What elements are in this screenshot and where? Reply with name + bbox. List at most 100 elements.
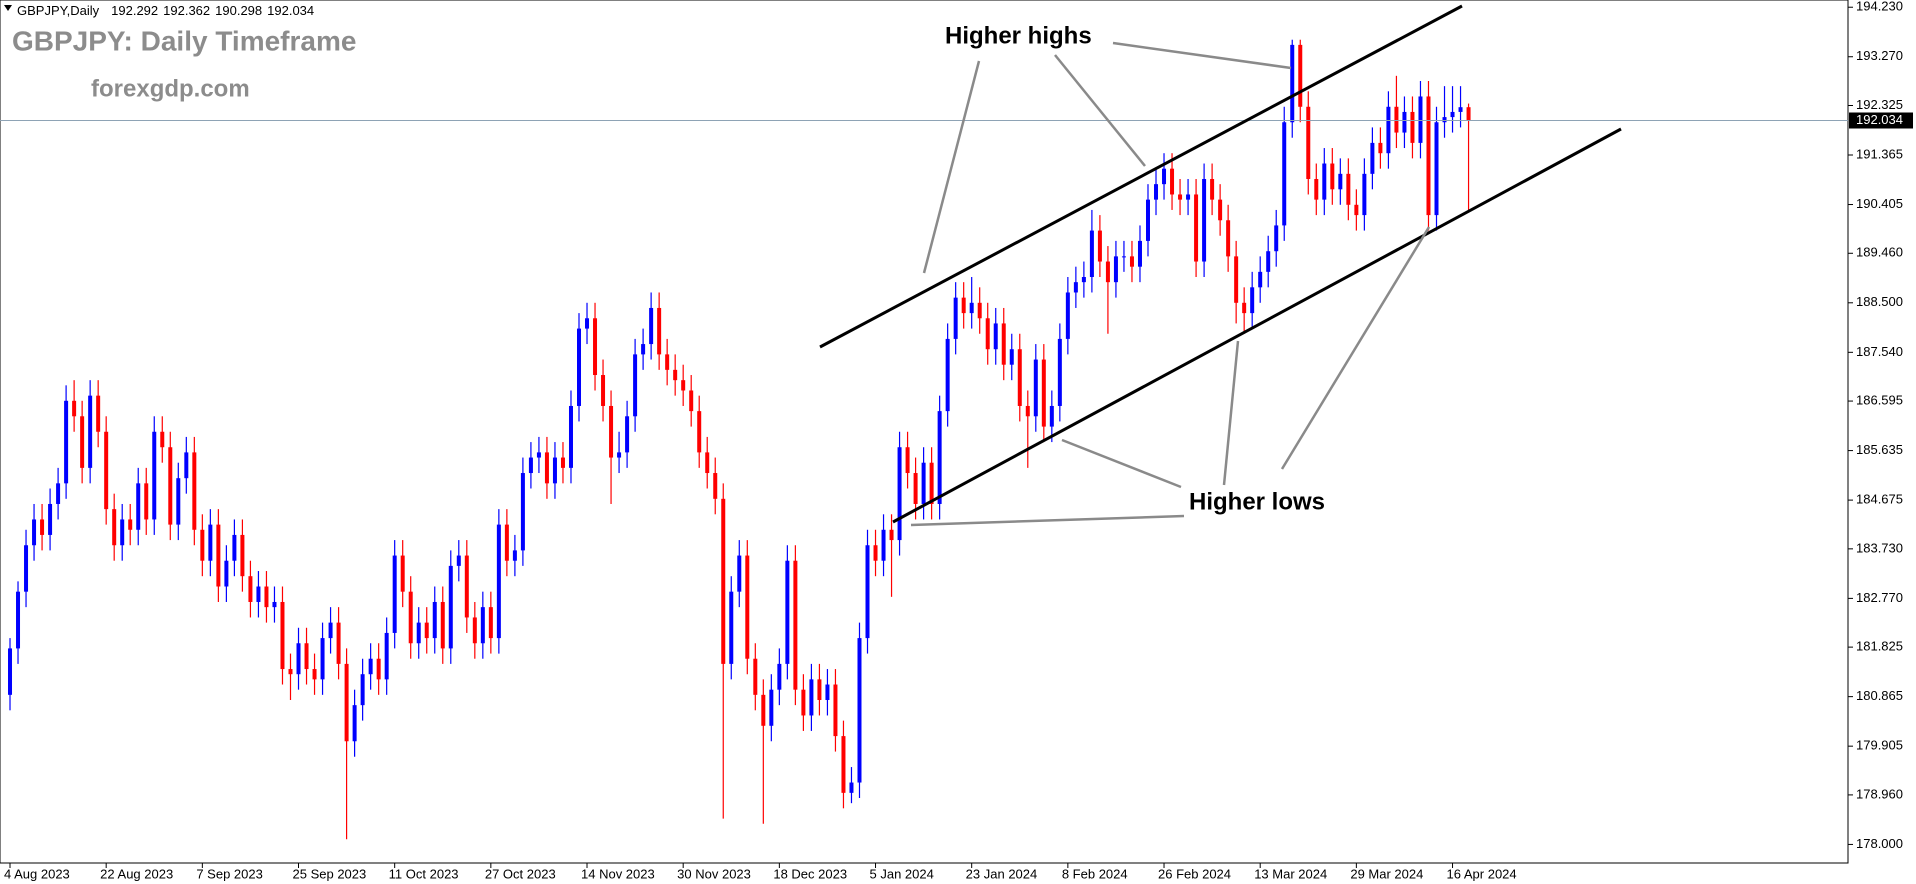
candle-body [1226, 220, 1231, 257]
candle-body [1410, 111, 1415, 143]
candle-body [961, 297, 966, 314]
y-tick-label: 191.365 [1856, 146, 1903, 161]
candle-body [80, 416, 85, 468]
candle-body [1354, 204, 1359, 216]
candle-body [585, 318, 590, 329]
candle-body [1033, 359, 1038, 417]
y-tick-label: 180.865 [1856, 688, 1903, 703]
annotation: Higher lows [1189, 488, 1325, 515]
candle-body [1194, 194, 1199, 262]
candle-body [593, 318, 598, 376]
candle-body [705, 452, 710, 474]
pointer [922, 60, 981, 274]
candle-body [1162, 168, 1167, 185]
candle-body [136, 483, 141, 530]
candle-body [1338, 173, 1343, 190]
candle-body [240, 534, 245, 577]
candle-body [1210, 178, 1215, 200]
x-tick-label: 25 Sep 2023 [293, 866, 367, 881]
candle-body [1057, 338, 1062, 406]
candle-body [777, 663, 782, 690]
candle-body [312, 669, 317, 680]
candle-body [448, 565, 453, 649]
candle-body [1121, 256, 1126, 258]
candle-body [112, 509, 117, 546]
candle-body [609, 405, 614, 458]
candle-body [785, 560, 790, 664]
candle-body [184, 452, 189, 479]
candle-body [320, 638, 325, 680]
candle-body [1322, 163, 1327, 200]
candle-body [1113, 256, 1118, 283]
candle-body [1242, 302, 1247, 314]
x-tick-label: 14 Nov 2023 [581, 866, 655, 881]
y-tick-label: 185.635 [1856, 442, 1903, 457]
candle-body [1049, 405, 1054, 427]
candle-body [288, 669, 293, 675]
candle-body [1250, 287, 1255, 314]
candle-body [424, 622, 429, 639]
candle-body [352, 705, 357, 742]
candle-body [713, 473, 718, 499]
candle-body [897, 447, 902, 541]
candle-body [24, 545, 29, 592]
x-tick-label: 22 Aug 2023 [100, 866, 173, 881]
candle-body [1378, 142, 1383, 154]
candle-body [1402, 111, 1407, 133]
x-tick-label: 7 Sep 2023 [196, 866, 263, 881]
y-tick-label: 178.960 [1856, 786, 1903, 801]
candle-body [801, 689, 806, 716]
candle-body [520, 473, 525, 551]
y-tick-label: 182.770 [1856, 590, 1903, 605]
candle-body [1001, 323, 1006, 365]
x-tick-label: 13 Mar 2024 [1254, 866, 1327, 881]
candle-body [272, 601, 277, 608]
menu-triangle [4, 5, 12, 11]
candle-body [817, 679, 822, 700]
candle-body [889, 529, 894, 541]
candle-body [192, 452, 197, 530]
pointer [1222, 340, 1240, 486]
candle-body [104, 431, 109, 510]
ohlc-high: 192.362 [163, 3, 210, 18]
candle-body [905, 447, 910, 474]
candle-body [1145, 199, 1150, 241]
candle-body [504, 524, 509, 561]
y-tick-label: 183.730 [1856, 540, 1903, 555]
y-tick-label: 179.905 [1856, 738, 1903, 753]
candle-body [1298, 44, 1303, 107]
candle-body [200, 529, 205, 561]
candle-body [304, 643, 309, 670]
candle-body [657, 307, 662, 355]
y-tick-label: 178.000 [1856, 836, 1903, 851]
ohlc-open: 192.292 [111, 3, 158, 18]
candle-body [32, 519, 37, 546]
annotations: Higher highs Higher lows [819, 4, 1622, 527]
candle-body [128, 519, 133, 530]
candle-body [769, 689, 774, 726]
candle-body [72, 400, 77, 417]
candle-body [48, 503, 53, 535]
candle-body [1202, 178, 1207, 262]
candle-body [1306, 106, 1311, 179]
candle-body [1362, 173, 1367, 216]
candle-body [472, 617, 477, 644]
candle-body [160, 431, 165, 448]
candle-body [1129, 256, 1134, 267]
x-tick-label: 4 Aug 2023 [4, 866, 70, 881]
candle-body [1170, 168, 1175, 195]
candle-body [793, 560, 798, 690]
candle-body [1186, 194, 1191, 200]
candle-body [512, 550, 517, 561]
candle-body [560, 457, 565, 468]
candle-body [985, 318, 990, 350]
candle-body [1009, 349, 1014, 365]
pointer [1112, 41, 1292, 70]
candle-body [681, 380, 686, 391]
candle-body [1434, 122, 1439, 216]
candle-body [368, 658, 373, 675]
candle-body [1450, 111, 1455, 118]
candle-body [456, 555, 461, 566]
candle-body [841, 736, 846, 793]
